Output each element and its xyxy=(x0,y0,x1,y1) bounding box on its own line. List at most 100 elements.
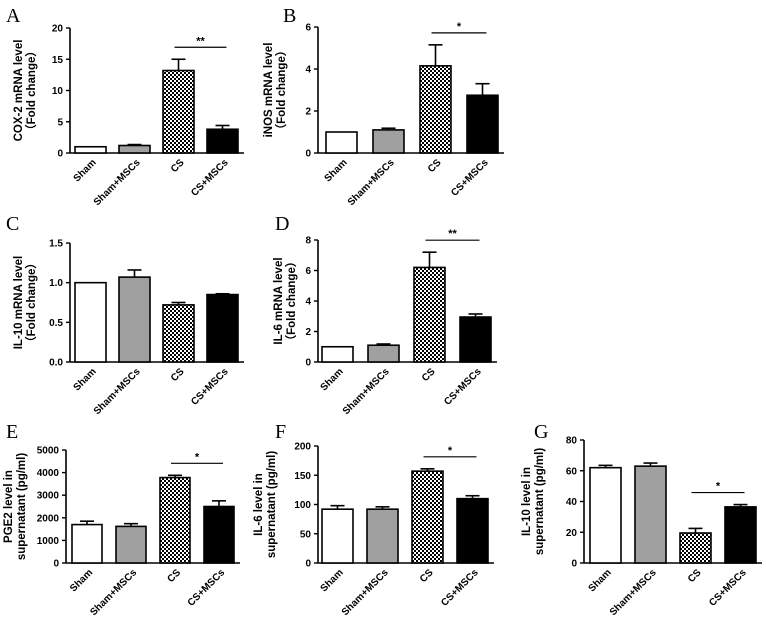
panel-letter: G xyxy=(534,421,548,443)
y-tick-label: 6 xyxy=(305,23,311,34)
panel-d: D IL-6 mRNA level （Fold change） 0 2 4 6 8 ShamSh… xyxy=(273,213,497,417)
panel-letter: C xyxy=(6,213,19,235)
panel-e: E PGE2 level in supernatant (pg/ml) 0 1000 20… xyxy=(3,421,240,618)
y-tick-label: 5000 xyxy=(37,446,60,457)
bar-sham-plus-mscs xyxy=(634,465,667,564)
bar-sham xyxy=(321,508,354,564)
significance-label: * xyxy=(716,481,721,493)
bar-sham xyxy=(321,345,354,363)
bar-sham-plus-mscs xyxy=(367,344,400,363)
bar-cs xyxy=(411,470,444,564)
y-tick-label: 0.0 xyxy=(49,358,63,369)
y-tick-label: 20 xyxy=(566,528,578,539)
y-axis-label: supernatant (pg/ml) xyxy=(266,451,278,559)
y-tick-label: 100 xyxy=(294,500,311,511)
x-category-label: Sham+MSCs xyxy=(341,366,392,417)
bar-sham xyxy=(74,281,107,363)
x-category-label: CS xyxy=(418,567,436,585)
y-axis-label: supernatant (pg/ml) xyxy=(16,453,28,561)
bar-cs-plus-mscs xyxy=(206,128,239,154)
y-tick-label: 2 xyxy=(305,107,311,118)
y-tick-label: 40 xyxy=(566,497,578,508)
y-axis-label: （Fold change） xyxy=(24,257,38,348)
y-tick-label: 4 xyxy=(305,297,311,308)
y-tick-label: 0 xyxy=(305,559,311,570)
x-category-label: CS xyxy=(166,567,184,585)
bar-cs-plus-mscs xyxy=(456,497,489,564)
x-category-label: Sham+MSCs xyxy=(346,157,397,208)
y-axis-label: PGE2 level in xyxy=(3,470,15,543)
significance-label: * xyxy=(195,451,200,463)
bar-sham-plus-mscs xyxy=(366,508,399,564)
bar-cs-plus-mscs xyxy=(203,505,235,564)
x-category-label: CS+MSCs xyxy=(189,366,231,408)
panel-letter: D xyxy=(275,213,289,235)
panel-f: F IL-6 level in supernatant (pg/ml) 0 50 100 1… xyxy=(253,421,494,618)
y-tick-label: 4000 xyxy=(37,468,60,479)
panel-letter: A xyxy=(6,5,21,27)
bar-sham-plus-mscs xyxy=(115,525,147,564)
y-tick-label: 80 xyxy=(566,436,578,447)
panel-letter: E xyxy=(6,421,18,443)
panel-letter: F xyxy=(275,421,286,443)
y-tick-label: 50 xyxy=(300,529,312,540)
y-tick-label: 8 xyxy=(305,236,311,247)
bar-cs-plus-mscs xyxy=(459,316,492,363)
y-tick-label: 150 xyxy=(294,471,311,482)
bar-sham xyxy=(325,131,358,154)
y-tick-label: 0 xyxy=(57,149,63,160)
x-category-label: Sham xyxy=(319,567,346,594)
x-category-label: CS+MSCs xyxy=(186,567,228,609)
x-category-label: Sham xyxy=(587,567,614,594)
panel-g: G IL-10 level in supernatant (pg/ml) 0 20 40 6… xyxy=(521,421,762,618)
x-category-label: Sham xyxy=(319,366,346,393)
bar-cs xyxy=(162,304,195,363)
y-axis-label: iNOS mRNA level xyxy=(263,43,275,138)
y-axis-label: IL-6 mRNA level xyxy=(273,257,285,344)
significance-label: ** xyxy=(448,228,457,240)
bar-sham-plus-mscs xyxy=(372,129,405,154)
x-category-label: CS xyxy=(169,366,187,384)
y-tick-label: 1.5 xyxy=(49,239,63,250)
x-category-label: CS xyxy=(169,157,187,175)
significance-label: ** xyxy=(196,35,205,47)
significance-label: * xyxy=(448,445,453,457)
y-tick-label: 6 xyxy=(305,266,311,277)
y-tick-label: 1000 xyxy=(37,536,60,547)
x-category-label: CS+MSCs xyxy=(707,567,749,609)
x-category-label: CS xyxy=(426,157,444,175)
x-category-label: CS+MSCs xyxy=(189,157,231,199)
y-tick-label: 5 xyxy=(57,117,63,128)
bar-sham xyxy=(74,145,107,154)
y-tick-label: 2000 xyxy=(37,513,60,524)
panel-c: C IL-10 mRNA level （Fold change） 0.0 0.5 1.0 1… xyxy=(6,213,244,417)
y-tick-label: 20 xyxy=(52,24,64,35)
bar-sham-plus-mscs xyxy=(118,144,151,154)
y-tick-label: 1.0 xyxy=(49,278,63,289)
x-category-label: Sham+MSCs xyxy=(340,567,391,618)
y-tick-label: 60 xyxy=(566,466,578,477)
x-category-label: Sham+MSCs xyxy=(92,366,143,417)
y-axis-label: COX-2 mRNA level xyxy=(13,40,25,142)
bar-cs xyxy=(679,532,712,564)
y-axis-label: supernatant (pg/ml) xyxy=(534,448,546,556)
panel-letter: B xyxy=(283,5,296,27)
x-category-label: Sham+MSCs xyxy=(88,567,139,618)
bar-cs xyxy=(159,476,191,564)
y-axis-label: （Fold change） xyxy=(274,45,288,136)
x-category-label: CS xyxy=(420,366,438,384)
x-category-label: Sham+MSCs xyxy=(92,157,143,208)
bar-sham xyxy=(71,523,103,564)
y-axis-label: （Fold change） xyxy=(24,45,38,136)
x-category-label: CS+MSCs xyxy=(449,157,491,199)
y-tick-label: 3000 xyxy=(37,491,60,502)
bar-sham-plus-mscs xyxy=(118,276,151,363)
y-tick-label: 0.5 xyxy=(49,318,63,329)
y-tick-label: 0 xyxy=(305,358,311,369)
x-category-label: Sham xyxy=(72,157,99,184)
bar-sham xyxy=(589,466,622,564)
y-tick-label: 2 xyxy=(305,327,311,338)
y-axis-label: IL-10 level in xyxy=(521,467,533,536)
